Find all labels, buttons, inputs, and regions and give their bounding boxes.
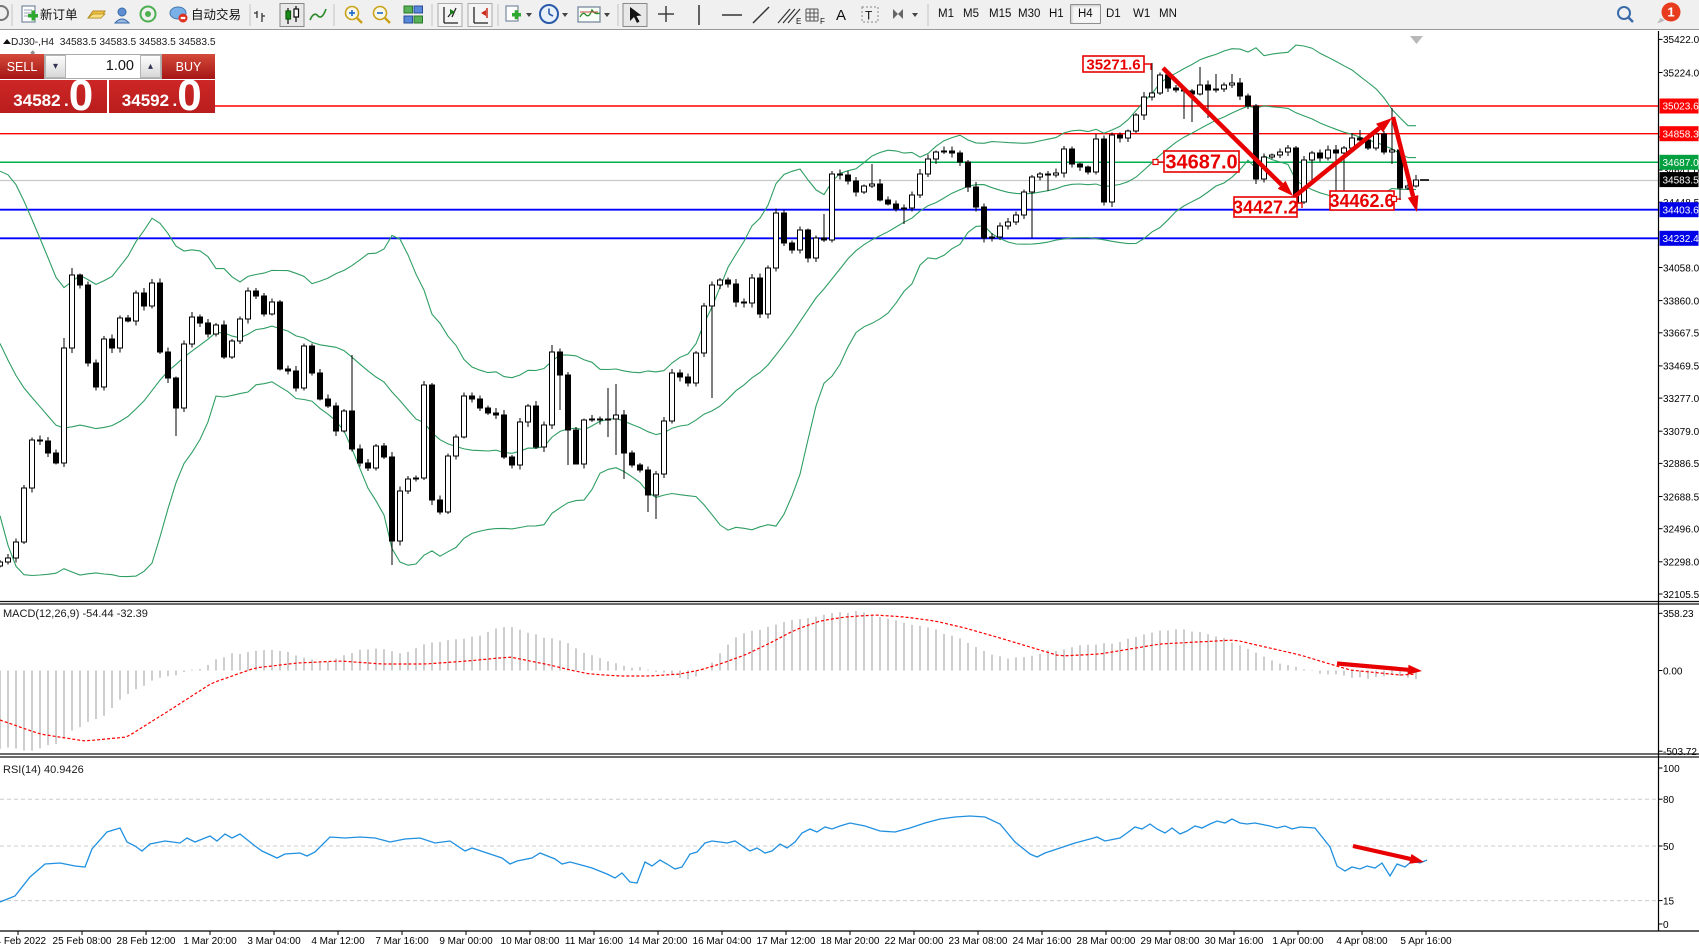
svg-text:11 Mar 16:00: 11 Mar 16:00 — [565, 936, 624, 947]
svg-text:33277.0: 33277.0 — [1663, 394, 1699, 405]
svg-text:34858.3: 34858.3 — [1663, 129, 1699, 140]
svg-text:9 Mar 00:00: 9 Mar 00:00 — [439, 936, 493, 947]
svg-text:16 Mar 04:00: 16 Mar 04:00 — [693, 936, 752, 947]
svg-text:35023.6: 35023.6 — [1663, 102, 1699, 113]
svg-text:25 Feb 08:00: 25 Feb 08:00 — [53, 936, 112, 947]
svg-text:T: T — [865, 9, 873, 23]
svg-text:3 Mar 04:00: 3 Mar 04:00 — [247, 936, 301, 947]
svg-text:10 Mar 08:00: 10 Mar 08:00 — [501, 936, 560, 947]
svg-text:自动交易: 自动交易 — [191, 7, 241, 22]
svg-text:A: A — [836, 7, 846, 24]
svg-text:23 Mar 08:00: 23 Mar 08:00 — [949, 936, 1008, 947]
svg-text:34403.6: 34403.6 — [1663, 205, 1699, 216]
svg-text:17 Mar 12:00: 17 Mar 12:00 — [757, 936, 816, 947]
svg-text:1: 1 — [1667, 5, 1674, 20]
svg-text:30 Mar 16:00: 30 Mar 16:00 — [1205, 936, 1264, 947]
svg-text:18 Mar 20:00: 18 Mar 20:00 — [821, 936, 880, 947]
svg-text:100: 100 — [1663, 764, 1680, 775]
svg-text:33469.5: 33469.5 — [1663, 362, 1699, 373]
svg-text:32298.0: 32298.0 — [1663, 558, 1699, 569]
svg-text:34687.0: 34687.0 — [1663, 158, 1699, 169]
svg-text:34641.0: 34641.0 — [1663, 166, 1699, 177]
svg-text:22 Mar 00:00: 22 Mar 00:00 — [885, 936, 944, 947]
svg-text:DJ30-,H4 34583.5 34583.5 3458: DJ30-,H4 34583.5 34583.5 34583.5 34583.5 — [11, 37, 216, 48]
svg-text:E: E — [796, 17, 801, 26]
svg-text:34462.6: 34462.6 — [1329, 191, 1394, 211]
svg-text:1 Mar 20:00: 1 Mar 20:00 — [183, 936, 237, 947]
svg-text:35422.0: 35422.0 — [1663, 35, 1699, 46]
svg-text:32105.5: 32105.5 — [1663, 590, 1699, 601]
svg-text:35271.6: 35271.6 — [1086, 56, 1140, 73]
svg-text:0.00: 0.00 — [1663, 666, 1683, 677]
svg-text:35224.0: 35224.0 — [1663, 68, 1699, 79]
svg-text:33079.0: 33079.0 — [1663, 427, 1699, 438]
svg-text:新订单: 新订单 — [40, 7, 78, 22]
svg-text:1 Apr 00:00: 1 Apr 00:00 — [1272, 936, 1324, 947]
svg-text:50: 50 — [1663, 842, 1675, 853]
svg-text:34232.4: 34232.4 — [1663, 234, 1699, 245]
svg-text:28 Mar 00:00: 28 Mar 00:00 — [1077, 936, 1136, 947]
svg-text:14 Mar 20:00: 14 Mar 20:00 — [629, 936, 688, 947]
svg-text:15: 15 — [1663, 896, 1675, 907]
svg-text:33860.0: 33860.0 — [1663, 296, 1699, 307]
svg-text:32688.5: 32688.5 — [1663, 492, 1699, 503]
svg-text:24 Mar 16:00: 24 Mar 16:00 — [1013, 936, 1072, 947]
svg-text:29 Mar 08:00: 29 Mar 08:00 — [1141, 936, 1200, 947]
svg-text:-503.72: -503.72 — [1663, 747, 1697, 758]
svg-text:MACD(12,26,9) -54.44 -32.39: MACD(12,26,9) -54.44 -32.39 — [3, 608, 148, 620]
svg-text:4 Apr 08:00: 4 Apr 08:00 — [1336, 936, 1388, 947]
svg-text:32496.0: 32496.0 — [1663, 525, 1699, 536]
svg-text:0: 0 — [1663, 920, 1669, 931]
svg-text:7 Mar 16:00: 7 Mar 16:00 — [375, 936, 429, 947]
svg-text:33667.5: 33667.5 — [1663, 329, 1699, 340]
svg-text:358.23: 358.23 — [1663, 609, 1694, 620]
svg-text:24 Feb 2022: 24 Feb 2022 — [0, 936, 47, 947]
svg-text:28 Feb 12:00: 28 Feb 12:00 — [117, 936, 176, 947]
svg-text:F: F — [820, 17, 825, 26]
svg-text:5 Apr 16:00: 5 Apr 16:00 — [1400, 936, 1452, 947]
svg-text:34687.0: 34687.0 — [1165, 152, 1237, 174]
svg-text:80: 80 — [1663, 795, 1675, 806]
svg-text:34427.2: 34427.2 — [1233, 197, 1298, 217]
svg-text:4 Mar 12:00: 4 Mar 12:00 — [311, 936, 365, 947]
svg-text:34583.5: 34583.5 — [1663, 175, 1699, 186]
svg-text:RSI(14) 40.9426: RSI(14) 40.9426 — [3, 764, 84, 776]
svg-text:34058.0: 34058.0 — [1663, 263, 1699, 274]
svg-text:32886.5: 32886.5 — [1663, 459, 1699, 470]
